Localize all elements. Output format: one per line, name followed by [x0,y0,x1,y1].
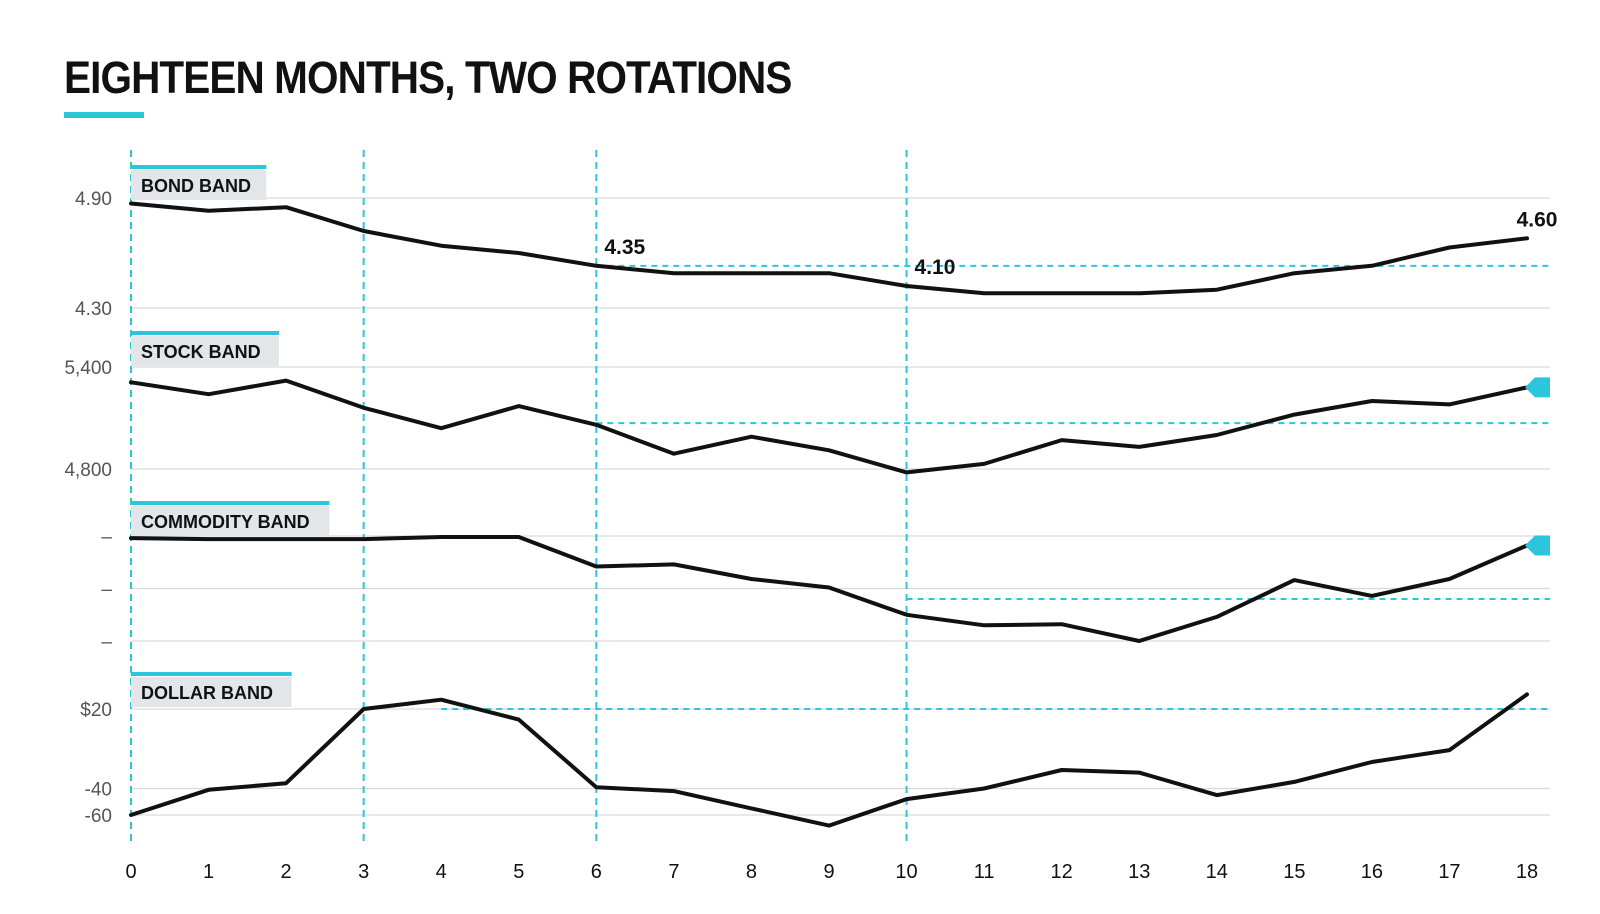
bond-band-y-tick-label: 4.90 [75,189,112,210]
x-tick-label: 3 [358,861,369,883]
x-tick-label: 9 [823,861,834,883]
x-tick-label: 7 [668,861,679,883]
x-tick-label: 8 [746,861,757,883]
dollar-band-label-accent [131,672,292,676]
chart-title: EIGHTEEN MONTHS, TWO ROTATIONS [64,52,792,103]
stock-band-label-badge [131,336,279,366]
bond-band-label-accent [131,165,267,169]
commodity-band-end-marker [1525,535,1550,556]
x-tick-label: 12 [1051,861,1073,883]
dollar-band-y-tick-label: -60 [85,806,112,827]
stock-band-label: STOCK BAND [141,342,261,362]
dollar-band-y-tick-label: -40 [85,780,112,801]
bond-band-annotation: 4.10 [915,256,956,279]
dollar-band-label-badge [131,677,292,707]
commodity-band-y-tick-label: – [101,527,112,548]
x-tick-label: 17 [1438,861,1460,883]
x-tick-label: 0 [125,861,136,883]
x-tick-label: 4 [436,861,447,883]
commodity-band-y-tick-label: – [101,632,112,653]
x-tick-label: 2 [281,861,292,883]
bond-band-annotation: 4.35 [604,236,645,259]
series-layer [129,201,1550,828]
grid-layer [131,197,1550,816]
x-tick-label: 10 [895,861,917,883]
stock-band-end-marker [1525,377,1550,398]
stock-band-y-tick-label: 4,800 [64,460,112,481]
commodity-band-y-tick-label: – [101,580,112,601]
stock-band-y-tick-label: 5,400 [64,358,112,379]
commodity-band-label-accent [131,501,330,505]
x-tick-label: 13 [1128,861,1150,883]
title-underline [64,112,144,118]
bond-band-y-tick-label: 4.30 [75,299,112,320]
dollar-band-label: DOLLAR BAND [141,683,273,703]
stock-band-series-line [129,378,1529,475]
bond-band-label-badge [131,170,267,200]
x-tick-label: 14 [1206,861,1228,883]
dollar-band-series-line [129,692,1529,828]
x-tick-label: 11 [974,861,995,883]
dollar-band-y-tick-label: $20 [80,700,112,721]
x-tick-label: 5 [513,861,524,883]
bond-band-series-line [129,201,1529,296]
x-tick-label: 18 [1516,861,1538,883]
x-tick-label: 6 [591,861,602,883]
reference-layer [130,150,1550,843]
label-layer: 4.90 4.30 BOND BAND 4.35 4.10 4.60 5,400 4,800 S… [64,165,1557,883]
stock-band-label-accent [131,331,279,335]
commodity-band-label: COMMODITY BAND [141,512,310,532]
commodity-band-series-line [129,535,1529,643]
bond-band-annotation: 4.60 [1517,208,1558,231]
x-tick-label: 15 [1283,861,1305,883]
commodity-band-label-badge [131,506,330,536]
x-tick-label: 16 [1361,861,1383,883]
x-tick-label: 1 [203,861,214,883]
bond-band-label: BOND BAND [141,176,251,196]
